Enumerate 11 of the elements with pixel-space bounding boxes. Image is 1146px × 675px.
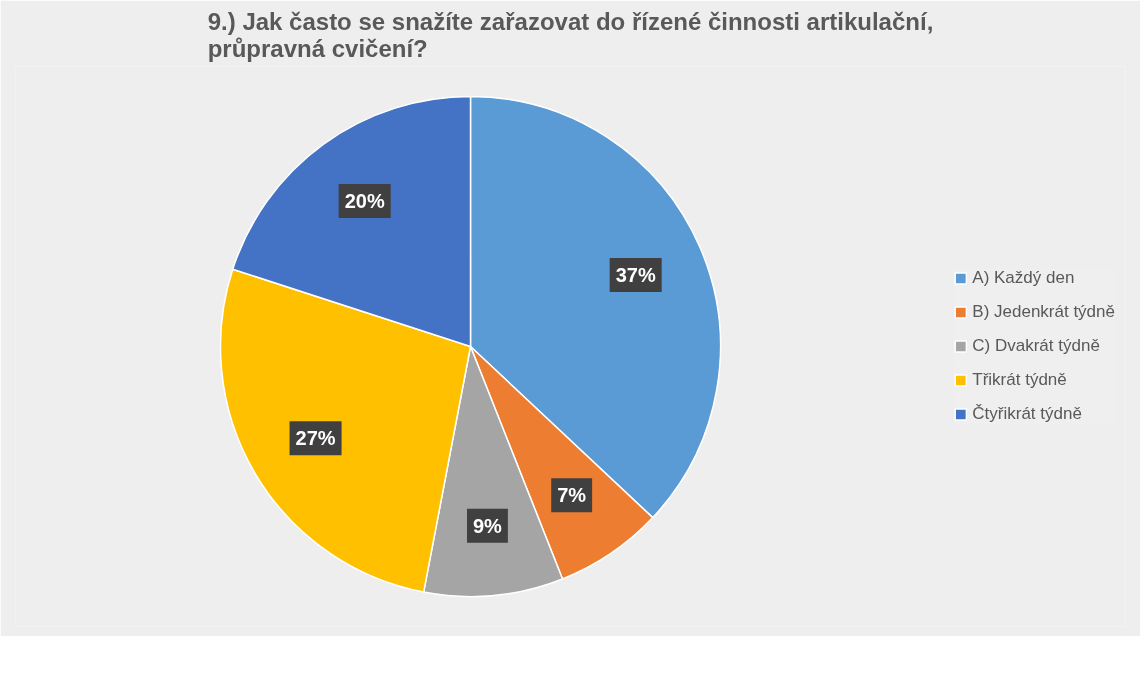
data-label: 20% xyxy=(344,189,385,212)
data-label: 9% xyxy=(472,514,503,537)
legend-label: A) Každý den xyxy=(972,268,1075,288)
legend-label: Čtyřikrát týdně xyxy=(972,404,1082,424)
legend-label: C) Dvakrát týdně xyxy=(972,336,1100,356)
data-label: 27% xyxy=(295,427,336,450)
legend-label: Třikrát týdně xyxy=(972,370,1067,390)
legend-label: B) Jedenkrát týdně xyxy=(972,302,1115,322)
data-label: 37% xyxy=(615,264,656,287)
data-label: 7% xyxy=(557,484,587,507)
chart-title: 9.) Jak často se snažíte zařazovat do řízené činnosti artikulační, průpravná cvičení? xyxy=(207,7,934,62)
